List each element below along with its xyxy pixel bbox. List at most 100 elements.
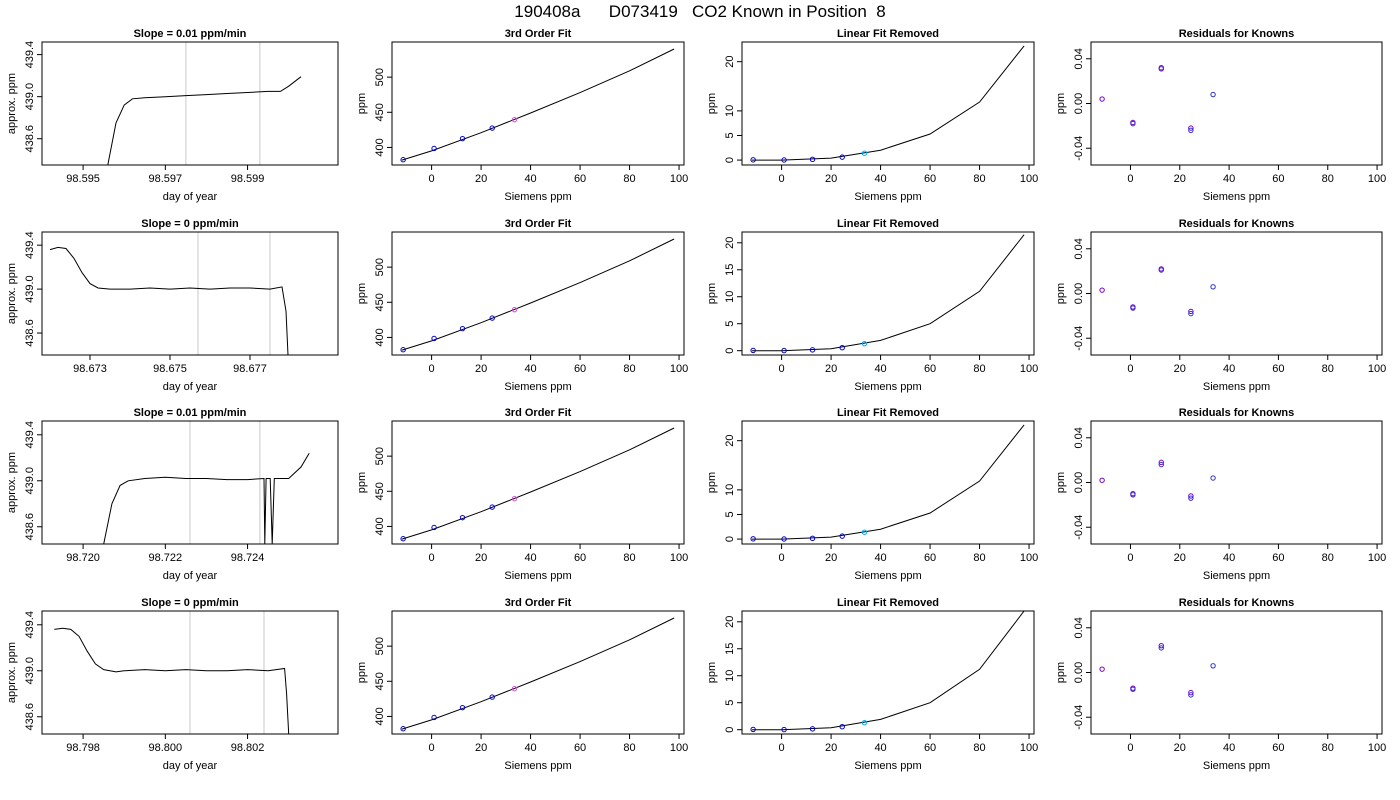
- x-axis-label: Siemens ppm: [504, 760, 571, 772]
- data-point: [459, 514, 466, 521]
- data-point: [511, 495, 518, 502]
- x-tick-label: 80: [1322, 742, 1334, 754]
- x-axis-label: Siemens ppm: [504, 191, 571, 203]
- data-point: [1188, 310, 1194, 317]
- x-axis-label: day of year: [163, 570, 218, 582]
- x-tick-label: 80: [973, 742, 985, 754]
- panel-title: Linear Fit Removed: [837, 218, 939, 230]
- data-point: [1210, 475, 1216, 481]
- data-point: [1130, 686, 1136, 692]
- x-tick-label: 100: [670, 363, 688, 375]
- data-point: [459, 325, 466, 332]
- x-tick-label: 80: [1322, 363, 1334, 375]
- y-axis-label: ppm: [356, 472, 368, 493]
- x-axis-label: day of year: [163, 381, 218, 393]
- panel-title: Slope = 0 ppm/min: [141, 218, 239, 230]
- plot-frame: [391, 41, 685, 166]
- x-tick-label: 0: [779, 742, 785, 754]
- x-tick-label: 98.677: [233, 363, 267, 375]
- y-axis-label: ppm: [706, 283, 718, 304]
- y-tick-label: 500: [374, 258, 386, 276]
- x-tick-label: 40: [524, 552, 536, 564]
- x-axis-label: Siemens ppm: [504, 381, 571, 393]
- x-tick-label: 20: [825, 742, 837, 754]
- y-tick-label: 400: [374, 138, 386, 156]
- x-tick-label: 100: [1020, 552, 1038, 564]
- y-axis-label: ppm: [706, 472, 718, 493]
- x-tick-label: 60: [1272, 173, 1284, 185]
- data-point: [1188, 495, 1194, 501]
- y-tick-label: 439.0: [24, 83, 36, 111]
- x-axis-label: Siemens ppm: [1203, 760, 1270, 772]
- x-tick-label: 0: [779, 363, 785, 375]
- series-line: [103, 452, 310, 544]
- x-tick-label: 20: [1174, 173, 1186, 185]
- data-point: [1158, 267, 1164, 273]
- panel-fit: 3rd Order Fit 0 20 40 60 80 100 400 450 500 Siemen…: [356, 597, 688, 772]
- panel-title: Slope = 0.01 ppm/min: [134, 28, 247, 40]
- y-tick-label: -0.04: [1073, 136, 1085, 161]
- data-point: [431, 335, 437, 342]
- panel-residual-curve: Linear Fit Removed 0 20 40 60 80 100 0 5 10 15 20 Si…: [706, 218, 1038, 393]
- data-point: [1130, 120, 1136, 127]
- x-tick-label: 20: [825, 363, 837, 375]
- panel-knowns: Residuals for Knowns 0 20 40 60 80 100 -0.04 0.0…: [1055, 597, 1386, 772]
- panel-title: Linear Fit Removed: [837, 597, 939, 609]
- x-tick-label: 98.722: [149, 552, 183, 564]
- x-tick-label: 0: [1127, 742, 1133, 754]
- y-tick-label: 439.0: [24, 657, 36, 685]
- data-point: [1099, 287, 1105, 293]
- panel-timeseries: Slope = 0.01 ppm/min 98.720 98.722 98.724 43…: [6, 407, 339, 582]
- x-tick-label: 20: [475, 552, 487, 564]
- data-point: [781, 726, 787, 733]
- panel-title: Slope = 0.01 ppm/min: [134, 407, 247, 419]
- data-point: [1130, 492, 1136, 498]
- x-tick-label: 20: [1174, 363, 1186, 375]
- data-point: [1099, 666, 1105, 672]
- data-point: [400, 347, 406, 353]
- data-point: [750, 347, 756, 354]
- y-tick-label: 0: [724, 727, 736, 733]
- y-tick-label: 450: [374, 293, 386, 311]
- x-tick-label: 100: [1368, 742, 1386, 754]
- y-tick-label: 438.6: [24, 125, 36, 153]
- y-tick-label: 500: [374, 447, 386, 465]
- x-tick-label: 40: [1223, 363, 1235, 375]
- y-tick-label: 0.04: [1073, 238, 1085, 259]
- data-point: [1188, 125, 1194, 131]
- x-tick-label: 60: [574, 742, 586, 754]
- y-tick-label: -0.04: [1073, 515, 1085, 540]
- x-tick-label: 100: [1020, 173, 1038, 185]
- data-point: [750, 157, 756, 163]
- panel-title: Residuals for Knowns: [1179, 597, 1295, 609]
- x-tick-label: 20: [1174, 552, 1186, 564]
- data-point: [1188, 692, 1194, 698]
- x-tick-label: 100: [670, 173, 688, 185]
- data-point: [1188, 308, 1194, 315]
- panel-residual-curve: Linear Fit Removed 0 20 40 60 80 100 0 5 10 20 Siem…: [706, 407, 1038, 582]
- data-point: [431, 524, 437, 531]
- y-tick-label: 450: [374, 482, 386, 500]
- plot-frame: [741, 231, 1035, 356]
- y-tick-label: 450: [374, 672, 386, 690]
- x-tick-label: 80: [973, 173, 985, 185]
- plot-frame: [41, 231, 339, 356]
- data-point: [861, 150, 868, 156]
- y-tick-label: 20: [724, 56, 736, 68]
- y-axis-label: ppm: [356, 93, 368, 114]
- data-point: [781, 347, 787, 354]
- data-point: [1158, 645, 1164, 651]
- x-tick-label: 60: [574, 173, 586, 185]
- series-line: [401, 238, 675, 351]
- x-tick-label: 60: [924, 552, 936, 564]
- data-point: [1210, 663, 1216, 669]
- panel-fit: 3rd Order Fit 0 20 40 60 80 100 400 450 500 Siemen…: [356, 28, 688, 203]
- y-tick-label: 20: [724, 237, 736, 249]
- x-tick-label: 40: [1223, 173, 1235, 185]
- x-tick-label: 98.724: [231, 552, 265, 564]
- x-axis-label: day of year: [163, 760, 218, 772]
- data-point: [489, 694, 495, 700]
- x-tick-label: 0: [1127, 173, 1133, 185]
- data-point: [1188, 493, 1194, 499]
- x-tick-label: 0: [1127, 363, 1133, 375]
